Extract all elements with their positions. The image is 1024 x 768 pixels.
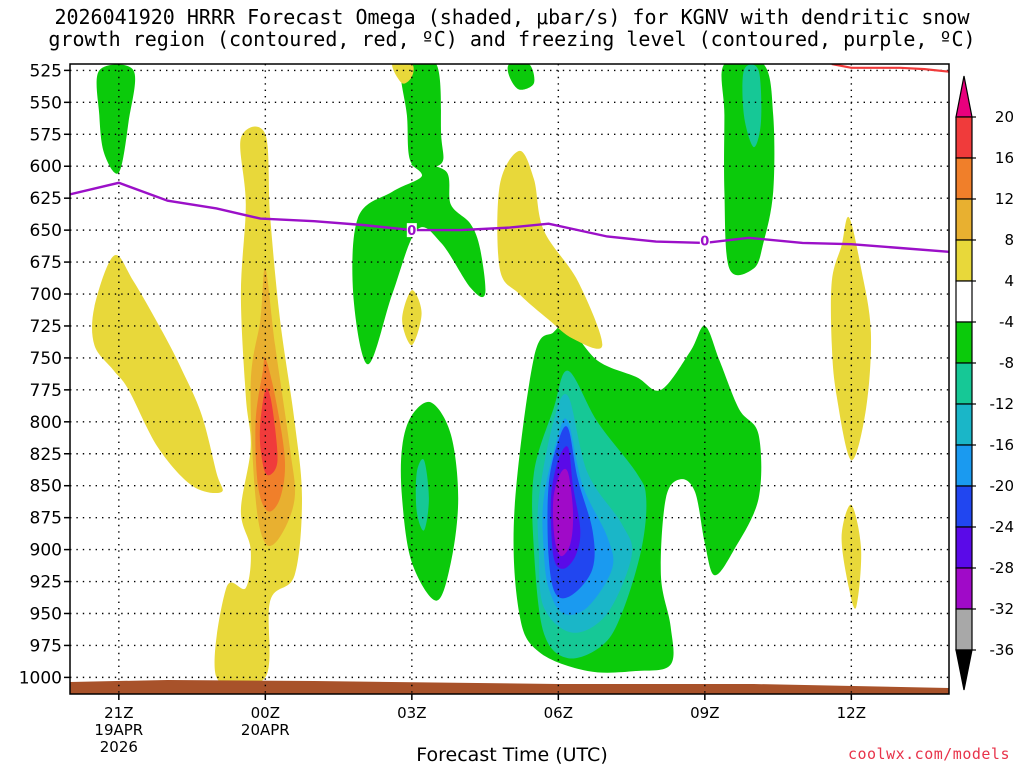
omega-region-neg4-1	[352, 163, 486, 365]
y-tick-label-750: 750	[30, 349, 62, 369]
y-tick-label-550: 550	[30, 93, 62, 113]
colorbar-segment-4	[955, 280, 973, 323]
omega-region-neg4-4	[507, 64, 535, 90]
x-tick-label-09Z: 09Z	[690, 704, 719, 722]
omega-region-neg8-9	[742, 64, 762, 148]
colorbar-label-neg24: -24	[990, 518, 1015, 536]
omega-region-neg28-14	[552, 468, 574, 557]
omega-region-4-18	[402, 290, 422, 346]
y-tick-label-875: 875	[30, 509, 62, 529]
y-tick-label-900: 900	[30, 541, 62, 561]
y-tick-label-800: 800	[30, 413, 62, 433]
x-tick-label-03Z: 03Z	[397, 704, 426, 722]
colorbar-segment-10	[955, 526, 973, 569]
omega-region-neg4-3	[400, 401, 459, 601]
colorbar-segment-5	[955, 321, 973, 364]
y-tick-label-575: 575	[30, 125, 62, 145]
colorbar-label-neg16: -16	[990, 436, 1015, 454]
freezing-level-line	[70, 181, 949, 253]
x-tick-label-21Z: 21Z	[104, 704, 133, 722]
omega-region-4-17	[392, 64, 414, 84]
colorbar-segment-1	[955, 157, 973, 200]
colorbar-label-12: 12	[995, 190, 1014, 208]
omega-region-4-21	[841, 504, 862, 609]
omega-region-16-24	[259, 388, 278, 476]
dendritic-growth-line	[831, 64, 949, 73]
contour-lines-layer: 00	[70, 64, 949, 253]
colorbar-segment-0	[955, 116, 973, 159]
colorbar-segment-9	[955, 485, 973, 528]
freezing-label-bg-1	[699, 233, 710, 248]
y-tick-label-1000: 1000	[19, 668, 62, 688]
y-tick-label-975: 975	[30, 636, 62, 656]
y-tick-label-600: 600	[30, 157, 62, 177]
omega-region-4-20	[830, 216, 872, 461]
colorbar-segment-12	[955, 608, 973, 651]
x-axis-label: Forecast Time (UTC)	[416, 744, 608, 766]
y-tick-label-725: 725	[30, 317, 62, 337]
omega-shading-layer	[92, 64, 872, 688]
chart-title: 2026041920 HRRR Forecast Omega (shaded, …	[0, 6, 1024, 50]
colorbar-label-neg32: -32	[990, 600, 1015, 618]
colorbar-label-neg8: -8	[999, 354, 1014, 372]
y-tick-label-950: 950	[30, 604, 62, 624]
chart-title-line-2: growth region (contoured, red, ºC) and f…	[48, 27, 976, 51]
x-tick-label-12Z: 12Z	[837, 704, 866, 722]
y-tick-label-850: 850	[30, 477, 62, 497]
y-tick-label-775: 775	[30, 381, 62, 401]
x-tick-label-00Z: 00Z	[251, 704, 280, 722]
chart-title-line-1: 2026041920 HRRR Forecast Omega (shaded, …	[54, 5, 970, 29]
omega-region-neg8-8	[415, 458, 429, 531]
colorbar-label-neg4: -4	[999, 313, 1014, 331]
y-tick-label-700: 700	[30, 285, 62, 305]
colorbar: 20 16 12 8 4 -4 -8 -12 -16 -20 -24 -28 -32 -36	[955, 75, 1015, 691]
y-tick-label-625: 625	[30, 189, 62, 209]
x-tick-date-21Z: 19APR	[94, 721, 143, 739]
y-tick-label-925: 925	[30, 573, 62, 593]
colorbar-label-16: 16	[995, 149, 1014, 167]
colorbar-label-neg28: -28	[990, 559, 1015, 577]
colorbar-segment-3	[955, 239, 973, 282]
y-tick-label-650: 650	[30, 221, 62, 241]
colorbar-segment-7	[955, 403, 973, 446]
y-tick-label-525: 525	[30, 61, 62, 81]
colorbar-triangle-bottom	[955, 649, 973, 691]
colorbar-segment-11	[955, 567, 973, 610]
omega-region-4-19	[497, 150, 603, 349]
freezing-level-label-0: 0	[407, 224, 416, 239]
colorbar-label-20: 20	[995, 108, 1014, 126]
freezing-label-bg-0	[406, 223, 417, 238]
terrain-layer	[70, 680, 949, 694]
x-tick-date-00Z: 20APR	[241, 721, 290, 739]
colorbar-segment-6	[955, 362, 973, 405]
y-tick-label-825: 825	[30, 445, 62, 465]
colorbar-triangle-top	[955, 75, 973, 118]
omega-region-neg4-0	[96, 64, 136, 174]
x-tick-label-06Z: 06Z	[544, 704, 573, 722]
colorbar-label-neg20: -20	[990, 477, 1015, 495]
plot-frame	[69, 63, 950, 695]
colorbar-segment-8	[955, 444, 973, 487]
omega-region-4-15	[92, 255, 223, 494]
axes-layer: 525 550 575 600 625 650 675 700 725 750 775 800 825 8…	[19, 61, 950, 756]
colorbar-label-neg36: -36	[990, 641, 1015, 659]
terrain-ground	[70, 680, 949, 694]
colorbar-label-8: 8	[1004, 231, 1014, 249]
y-tick-label-675: 675	[30, 253, 62, 273]
colorbar-label-neg12: -12	[990, 395, 1015, 413]
x-tick-year-21Z: 2026	[100, 738, 138, 756]
credit-link[interactable]: coolwx.com/models	[847, 745, 1010, 763]
colorbar-label-4: 4	[1004, 272, 1014, 290]
colorbar-segment-2	[955, 198, 973, 241]
grid-layer	[70, 64, 949, 694]
freezing-level-label-1: 0	[700, 234, 709, 249]
